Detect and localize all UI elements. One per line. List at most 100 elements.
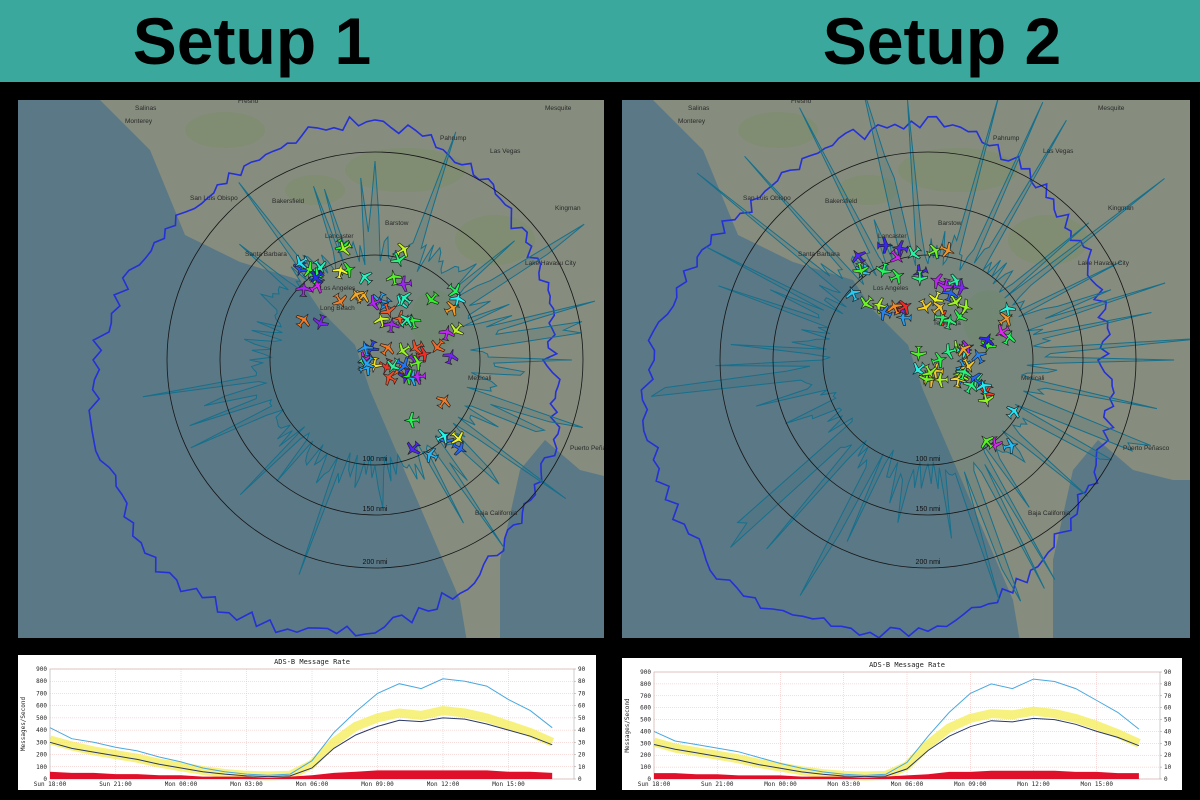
aircraft: [895, 299, 912, 316]
aircraft: [995, 323, 1011, 339]
place-label: Bakersfield: [272, 198, 305, 205]
aircraft: [941, 286, 958, 303]
aircraft: [952, 279, 969, 296]
range-ring: [166, 151, 584, 569]
place-label: Monterey: [678, 118, 706, 125]
aircraft: [357, 340, 374, 357]
aircraft: [431, 338, 446, 354]
place-label: Salinas: [688, 105, 710, 112]
place-label: Monterey: [125, 118, 153, 125]
aircraft: [396, 342, 412, 358]
y2-tick-label: 40: [578, 727, 586, 734]
aircraft: [888, 269, 905, 285]
aircraft: [394, 242, 411, 258]
range-ring: [822, 254, 1034, 466]
x-tick-label: Mon 06:00: [296, 781, 329, 788]
aircraft: [438, 325, 455, 342]
y-tick-label: 500: [36, 715, 47, 722]
aircraft: [379, 341, 395, 357]
aircraft: [876, 304, 893, 322]
range-ring: [269, 254, 481, 466]
place-label: Mesquite: [1098, 105, 1125, 112]
aircraft: [860, 294, 875, 310]
y-tick-label: 900: [640, 669, 651, 676]
aircraft: [930, 352, 947, 369]
y2-tick-label: 10: [578, 764, 586, 771]
chart-title: ADS-B Message Rate: [274, 658, 350, 666]
x-tick-label: Mon 12:00: [427, 781, 460, 788]
y2-tick-label: 70: [1164, 693, 1172, 700]
header-band: [0, 0, 1200, 82]
y2-tick-label: 0: [1164, 776, 1168, 783]
place-label: San Luis Obispo: [743, 195, 791, 202]
range-label: 200 nmi: [363, 559, 388, 566]
place-label: Santa Barbara: [798, 251, 840, 258]
y-tick-label: 200: [640, 752, 651, 759]
aircraft: [450, 321, 465, 337]
aircraft: [312, 313, 329, 330]
y2-tick-label: 20: [1164, 752, 1172, 759]
place-label: Puerto Peñasco: [1123, 445, 1170, 452]
place-label: Mesquite: [545, 105, 572, 112]
aircraft: [975, 378, 993, 395]
place-label: Long Beach: [320, 305, 355, 312]
series-area: [654, 770, 1139, 779]
x-tick-label: Mon 12:00: [1017, 781, 1050, 788]
series-line: [49, 717, 553, 778]
x-tick-label: Mon 00:00: [165, 781, 198, 788]
x-tick-label: Mon 06:00: [891, 781, 924, 788]
place-label: Los Angeles: [320, 285, 356, 292]
series-area: [50, 770, 553, 779]
range-label: 100 nmi: [916, 456, 941, 463]
aircraft: [978, 333, 995, 350]
y-tick-label: 800: [640, 681, 651, 688]
y-tick-label: 800: [36, 678, 47, 685]
aircraft: [892, 240, 909, 257]
x-tick-label: Mon 09:00: [954, 781, 987, 788]
y-axis-label: Messages/Second: [20, 697, 27, 752]
y-tick-label: 500: [640, 717, 651, 724]
aircraft: [446, 282, 462, 297]
y-tick-label: 0: [647, 776, 651, 783]
aircraft: [331, 292, 348, 308]
map: 100 nmi 150 nmi 200 nmi Fresno Salinas Monter…: [622, 100, 1190, 638]
aircraft: [957, 343, 973, 359]
y-tick-label: 100: [640, 764, 651, 771]
place-label: San Luis Obispo: [190, 195, 238, 202]
y-tick-label: 400: [36, 727, 47, 734]
aircraft: [930, 301, 946, 316]
aircraft: [394, 356, 411, 373]
y2-tick-label: 30: [1164, 740, 1172, 747]
aircraft: [937, 277, 954, 294]
aircraft: [443, 301, 460, 317]
map-terrain: [1008, 215, 1088, 265]
aircraft: [928, 362, 944, 380]
y-tick-label: 900: [36, 666, 47, 673]
map-terrain: [963, 290, 1013, 350]
place-label: Lake Havasu City: [525, 260, 577, 267]
aircraft: [294, 254, 310, 270]
aircraft: [911, 270, 928, 287]
aircraft: [415, 346, 432, 363]
heading: Setup 2: [823, 4, 1061, 78]
range-label: 100 nmi: [363, 456, 388, 463]
map-terrain: [345, 148, 465, 192]
y2-tick-label: 0: [578, 776, 582, 783]
map-gulf: [527, 495, 604, 638]
aircraft: [980, 336, 997, 353]
aircraft: [385, 269, 403, 286]
series-line: [48, 706, 555, 781]
aircraft: [980, 435, 996, 451]
y-tick-label: 200: [36, 752, 47, 759]
aircraft: [349, 288, 365, 305]
aircraft: [997, 312, 1013, 327]
aircraft: [1005, 405, 1020, 420]
aircraft: [926, 243, 942, 260]
x-tick-label: Mon 09:00: [361, 781, 394, 788]
aircraft: [955, 365, 972, 382]
aircraft: [423, 447, 440, 464]
aircraft: [295, 313, 310, 329]
place-label: Fresno: [238, 98, 259, 105]
aircraft: [435, 394, 451, 410]
